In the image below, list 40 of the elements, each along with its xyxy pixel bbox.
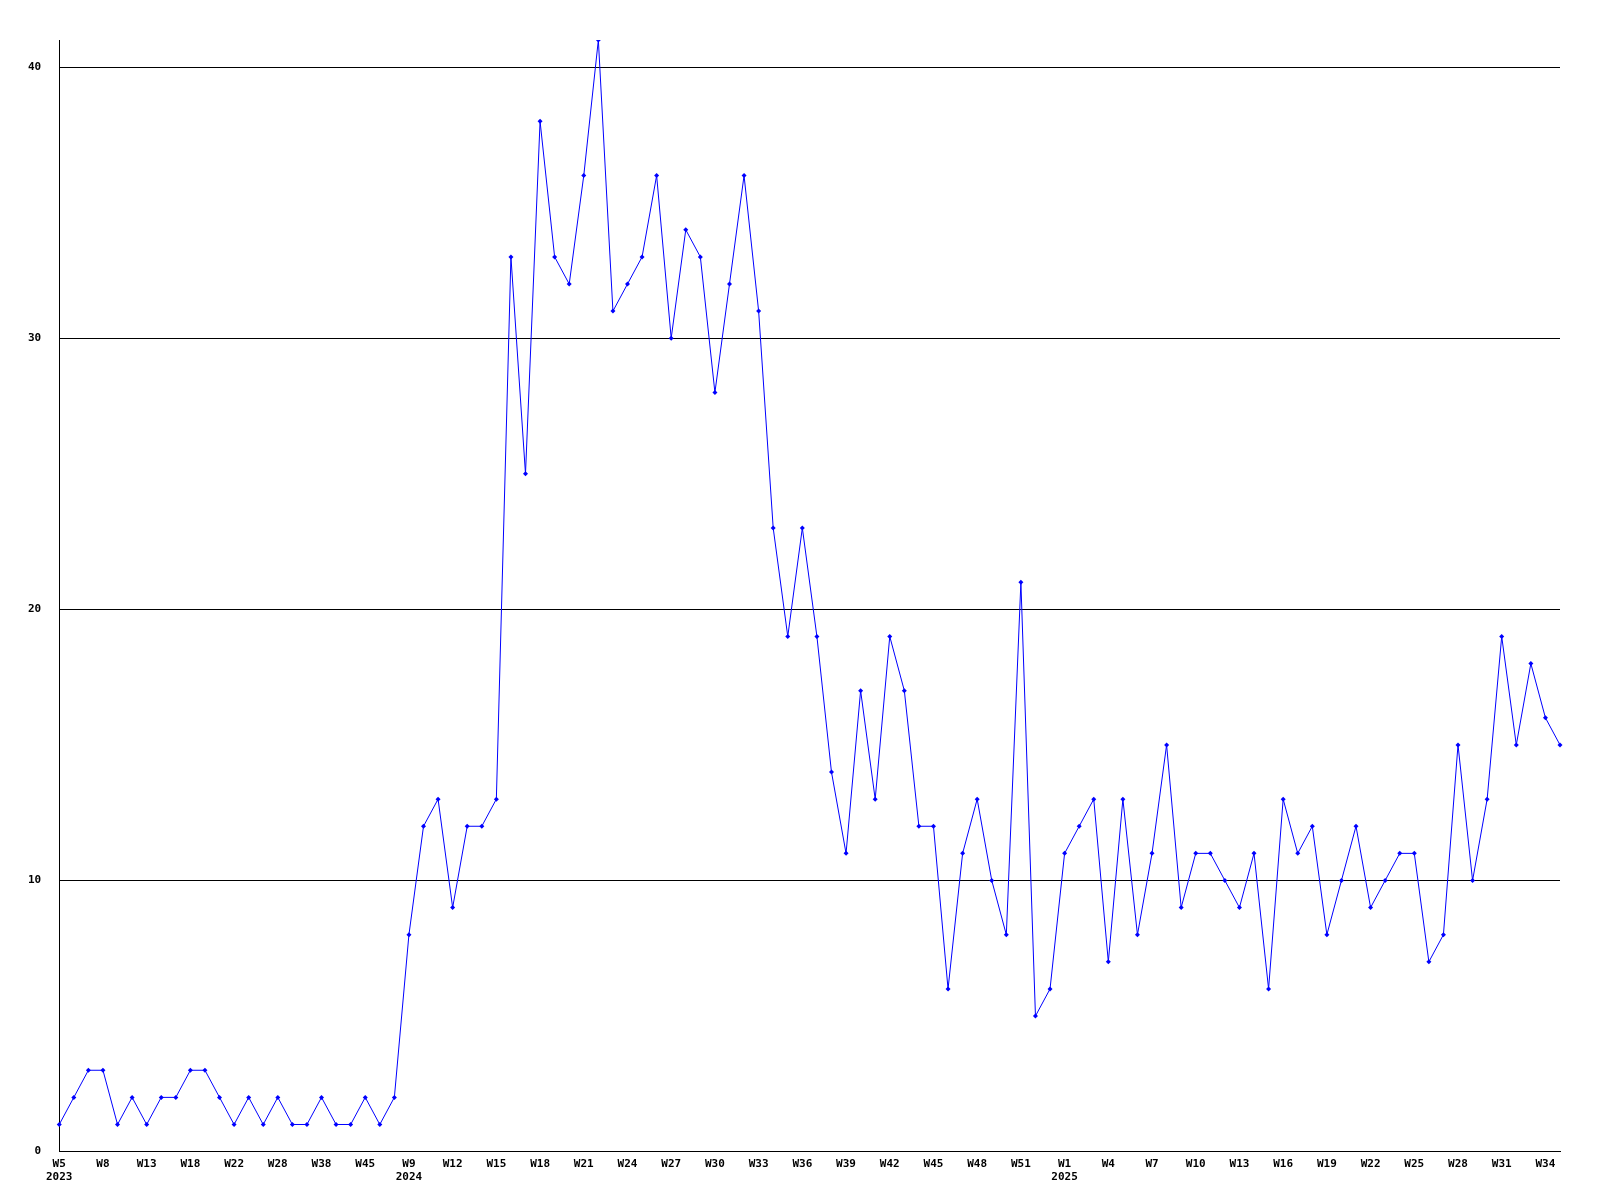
x-tick-label: W19: [1316, 1157, 1337, 1171]
x-tick-label: W8: [96, 1157, 110, 1171]
x-tick-label: W25: [1404, 1157, 1425, 1171]
x-tick-label: W18: [530, 1157, 551, 1171]
y-tick-label: 20: [28, 602, 42, 616]
x-tick-label: W21: [573, 1157, 595, 1171]
x-tick-label: W42: [879, 1157, 900, 1171]
x-tick-label: W51: [1010, 1157, 1032, 1171]
x-tick-label: W38: [311, 1157, 332, 1171]
x-tick-label: W13: [1229, 1157, 1250, 1171]
x-tick-label: W4: [1101, 1157, 1116, 1171]
x-tick-label: W39: [836, 1157, 856, 1171]
x-tick-label: W30: [704, 1157, 725, 1171]
x-tick-label: W9 2024: [395, 1157, 423, 1184]
x-tick-label: W48: [967, 1157, 988, 1171]
x-tick-label: W22: [1360, 1157, 1381, 1171]
x-tick-label: W12: [442, 1157, 463, 1171]
y-tick-label: 40: [28, 59, 42, 73]
x-tick-label: W27: [661, 1157, 682, 1171]
y-tick-label: 30: [28, 331, 42, 345]
y-tick-label: 10: [28, 873, 42, 887]
x-tick-label: W28: [1448, 1157, 1468, 1171]
x-tick-label: W45: [923, 1157, 944, 1171]
x-tick-label: W13: [136, 1157, 157, 1171]
x-tick-label: W10: [1185, 1157, 1206, 1171]
x-tick-label: W1 2025: [1051, 1157, 1078, 1184]
x-tick-label: W33: [748, 1157, 769, 1171]
x-tick-label: W15: [486, 1157, 507, 1171]
x-tick-label: W7: [1145, 1157, 1159, 1171]
x-tick-label: W45: [355, 1157, 376, 1171]
y-tick-label: 0: [34, 1144, 42, 1158]
x-tick-label: W36: [792, 1157, 813, 1171]
x-tick-label: W28: [267, 1157, 288, 1171]
x-tick-label: W5 2023: [46, 1157, 73, 1184]
x-tick-label: W24: [617, 1157, 638, 1171]
x-tick-label: W16: [1273, 1157, 1294, 1171]
x-tick-label: W31: [1491, 1157, 1513, 1171]
x-tick-label: W34: [1535, 1157, 1556, 1171]
x-tick-label: W22: [224, 1157, 245, 1171]
x-tick-label: W18: [180, 1157, 201, 1171]
